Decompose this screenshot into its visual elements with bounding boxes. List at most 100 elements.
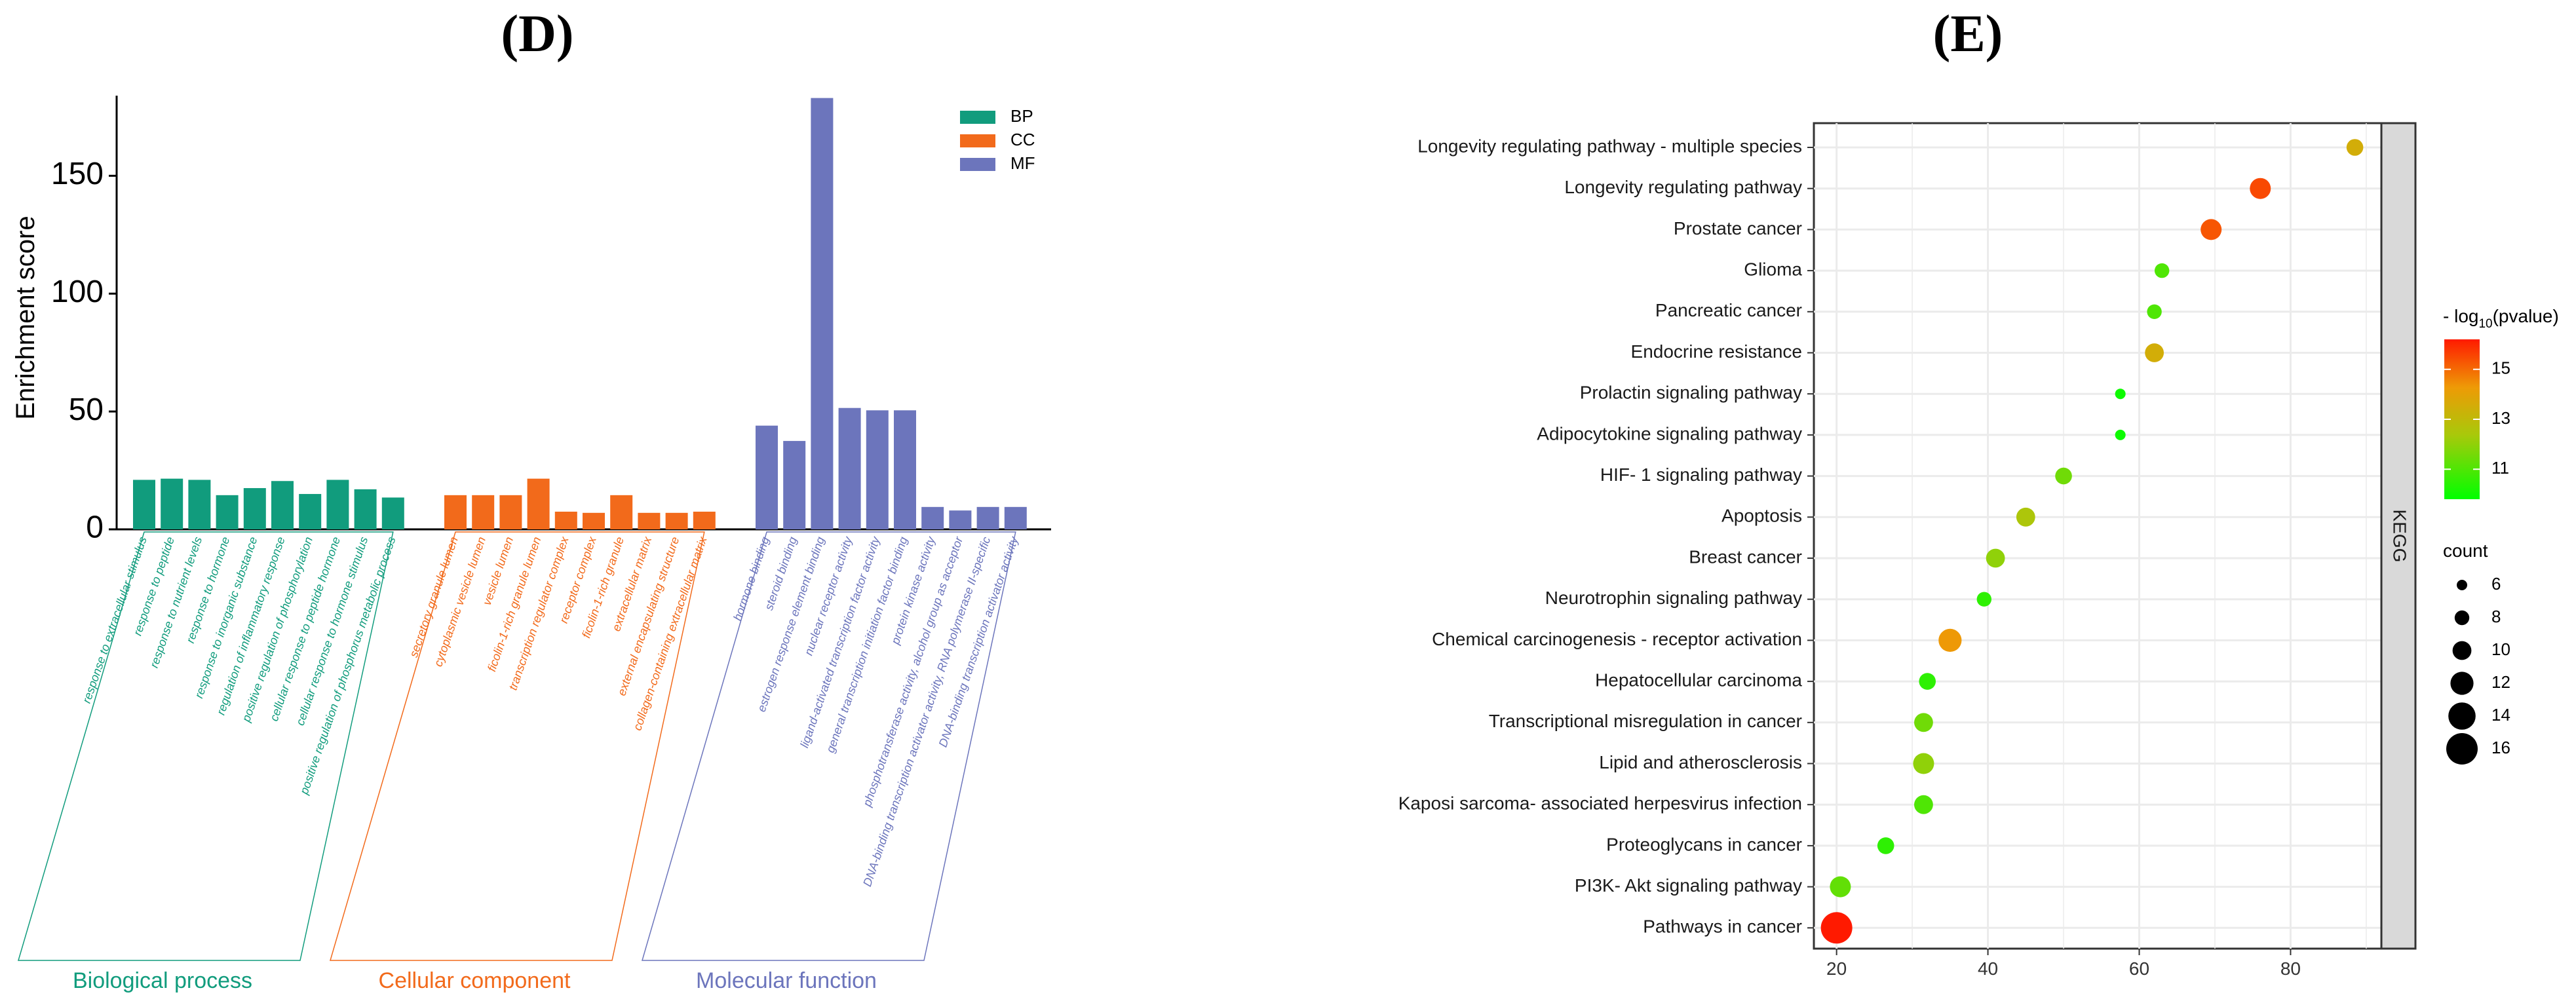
bar-mf-4	[866, 410, 889, 529]
dot-category-label: Longevity regulating pathway	[1564, 177, 1802, 197]
dot-point-1	[2250, 178, 2271, 199]
bar-bp-1	[161, 478, 183, 529]
size-legend-label: 14	[2491, 705, 2510, 725]
bar-bp-6	[299, 494, 322, 529]
dot-point-13	[1919, 673, 1936, 690]
bar-y-tick-label: 100	[51, 274, 104, 309]
bar-cc-2	[499, 495, 522, 529]
dot-category-label: Glioma	[1744, 259, 1802, 279]
dot-point-16	[1914, 795, 1933, 814]
color-legend-title-sub: 10	[2478, 317, 2492, 331]
bar-y-axis-title-wrap: Enrichment score	[11, 216, 40, 419]
size-legend-dot-14	[2448, 702, 2476, 730]
dot-point-17	[1877, 837, 1894, 854]
bracket-bp	[17, 531, 394, 961]
bar-bp-5	[271, 481, 294, 529]
bar-mf-6	[921, 506, 944, 529]
bar-mf-8	[976, 506, 999, 529]
panel-e-label: (E)	[1933, 5, 2003, 63]
dot-category-label: Proteoglycans in cancer	[1606, 834, 1802, 854]
dot-point-2	[2201, 219, 2222, 240]
dot-category-label: Apoptosis	[1721, 506, 1802, 526]
legend-label-mf: MF	[1010, 153, 1035, 173]
bar-cc-6	[610, 495, 633, 529]
color-tick-label: 15	[2491, 358, 2510, 378]
dot-point-18	[1830, 876, 1851, 898]
legend-swatch-cc	[960, 134, 995, 147]
bar-bp-2	[188, 480, 211, 529]
bar-legend: BP CC MF	[960, 106, 1035, 173]
size-legend-label: 6	[2491, 574, 2501, 594]
size-legend-dot-16	[2446, 733, 2478, 765]
dot-point-7	[2115, 429, 2126, 440]
size-legend-label: 12	[2491, 672, 2510, 692]
color-tick-label: 13	[2491, 408, 2510, 428]
bar-group-brackets: Biological process Cellular component Mole…	[17, 531, 1016, 993]
dot-point-10	[1986, 548, 2005, 568]
bar-category-labels: response to extracellular stimulusrespon…	[80, 535, 1021, 888]
dot-category-label: PI3K- Akt signaling pathway	[1575, 875, 1802, 896]
bar-mf-9	[1004, 506, 1027, 529]
size-legend-title: count	[2443, 540, 2488, 561]
dot-plot-points	[1820, 139, 2364, 944]
color-legend-ticks: 11 13 15	[2444, 358, 2510, 478]
bar-mf-5	[894, 410, 916, 529]
bar-mf-1	[783, 441, 806, 529]
dot-category-label: Adipocytokine signaling pathway	[1537, 423, 1802, 444]
dot-point-11	[1976, 592, 1991, 607]
facet-strip-label: KEGG	[2390, 510, 2410, 563]
dot-category-label: Transcriptional misregulation in cancer	[1489, 711, 1802, 731]
color-legend-title: - log10(pvalue)	[2443, 306, 2559, 331]
dot-category-label: Breast cancer	[1689, 546, 1802, 567]
bracket-mf	[642, 531, 1016, 961]
color-legend-title-prefix: - log	[2443, 306, 2478, 326]
dot-category-label: Longevity regulating pathway - multiple …	[1417, 136, 1802, 156]
dot-plot-category-labels: Longevity regulating pathway - multiple …	[1398, 136, 1814, 937]
legend-label-cc: CC	[1010, 130, 1035, 149]
bar-mf-0	[756, 425, 778, 529]
size-legend-label: 10	[2491, 639, 2510, 659]
dot-category-label: Kaposi sarcoma- associated herpesvirus i…	[1398, 793, 1802, 814]
bar-y-tick-label: 150	[51, 157, 104, 191]
dot-x-tick-label: 80	[2280, 958, 2301, 979]
facet-strip	[2380, 122, 2417, 950]
dot-plot-grid	[1814, 123, 2381, 949]
dot-point-6	[2115, 388, 2126, 400]
bar-y-tick-label: 50	[69, 392, 104, 427]
color-legend: - log10(pvalue) 11 13 15	[2443, 306, 2559, 499]
bar-bp-0	[133, 480, 155, 529]
size-legend-dot-12	[2450, 672, 2474, 695]
dot-point-19	[1820, 912, 1853, 944]
bar-bp-7	[326, 480, 349, 529]
dot-plot-panel-background	[1813, 122, 2383, 950]
kegg-dot-plot: KEGG Longevity regulating pathway - mult…	[1398, 122, 2559, 979]
bar-cc-0	[444, 495, 467, 529]
bar-bp-3	[216, 495, 239, 529]
color-legend-title-suffix: (pvalue)	[2493, 306, 2559, 326]
bar-cc-7	[638, 512, 661, 529]
size-legend-dot-8	[2454, 610, 2470, 626]
dot-category-label: Neurotrophin signaling pathway	[1545, 588, 1802, 608]
bracket-cc	[329, 531, 705, 961]
bar-cc-9	[693, 512, 716, 529]
bar-cc-1	[472, 495, 495, 529]
panel-d-label: (D)	[501, 5, 573, 63]
bar-mf-3	[838, 407, 861, 529]
dot-point-4	[2147, 304, 2162, 319]
dot-point-0	[2346, 139, 2364, 156]
bar-mf-2	[811, 98, 834, 529]
group-title-cc: Cellular component	[379, 968, 571, 993]
dot-category-label: Prolactin signaling pathway	[1580, 383, 1802, 403]
bar-bp-9	[381, 497, 404, 529]
bar-mf-7	[949, 510, 972, 529]
go-enrichment-bar-chart: Enrichment score 0 50 100 150 response to e…	[11, 96, 1051, 993]
dot-category-label: Pancreatic cancer	[1655, 300, 1802, 320]
bar-bp-8	[354, 489, 377, 529]
dot-point-14	[1914, 713, 1933, 732]
size-legend-dot-10	[2452, 641, 2472, 660]
bar-marks	[133, 98, 1027, 529]
dot-category-label: Pathways in cancer	[1643, 917, 1802, 937]
dot-point-9	[2016, 507, 2035, 527]
dot-category-label: Prostate cancer	[1674, 218, 1802, 238]
